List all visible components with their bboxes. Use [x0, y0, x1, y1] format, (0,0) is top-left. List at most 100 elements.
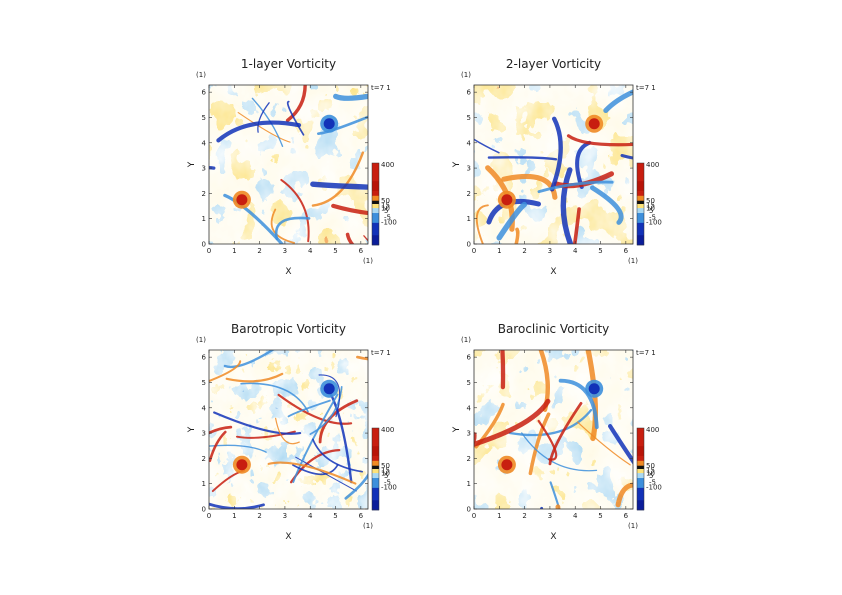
vorticity-filament	[275, 417, 300, 445]
vorticity-filament	[209, 360, 242, 383]
y-tick-label: 2	[202, 190, 206, 198]
vorticity-filament	[496, 201, 528, 241]
colorbar-band	[372, 181, 379, 192]
colorbar-band	[372, 460, 379, 467]
x-tick-label: 4	[573, 512, 578, 520]
vorticity-filament	[292, 393, 339, 483]
vorticity-filament	[223, 350, 275, 369]
colorbar-tick-label: -5	[384, 214, 391, 222]
vorticity-filament	[575, 140, 592, 189]
vorticity-filament	[333, 93, 368, 101]
colorbar-tick-label: 400	[381, 161, 394, 169]
panel-title: Baroclinic Vorticity	[498, 322, 610, 336]
y-tick-label: 1	[202, 215, 206, 223]
colorbar-band	[372, 473, 379, 479]
x-tick-label: 0	[472, 512, 476, 520]
vorticity-panel-4: 0 1 2 3 4 5 6 0 1 2 3 4 5 6 Baroclinic Vorticity X Y (1) (…	[452, 322, 662, 542]
y-tick-label: 4	[202, 404, 207, 412]
colorbar-band	[637, 163, 644, 182]
colorbar-band	[637, 190, 644, 197]
vorticity-texture	[209, 85, 368, 244]
vorticity-filament	[620, 154, 633, 160]
colorbar-band	[372, 500, 379, 511]
vorticity-panel-2: 0 1 2 3 4 5 6 0 1 2 3 4 5 6 2-layer Vorticity X Y (1) (1) t…	[452, 57, 662, 277]
positive-vortex-core	[501, 194, 513, 206]
colorbar-tick-label: 10	[381, 470, 390, 478]
y-tick-label: 0	[202, 241, 206, 249]
y-axis-label: Y	[452, 161, 462, 168]
x-tick-label: 3	[548, 247, 552, 255]
x-tick-label: 5	[333, 512, 337, 520]
colorbar-tick-label: 15	[646, 466, 655, 474]
vorticity-filament	[292, 464, 339, 476]
x-tick-label: 5	[333, 247, 337, 255]
colorbar-band	[372, 465, 379, 470]
colorbar-tick-label: 50	[646, 197, 655, 205]
x-tick-label: 4	[308, 247, 313, 255]
vorticity-filament	[549, 116, 563, 192]
positive-vortex-core	[588, 118, 600, 130]
vorticity-filament	[312, 438, 364, 473]
vorticity-filament	[590, 185, 624, 225]
y-tick-label: 3	[202, 430, 206, 438]
colorbar-tick-label: 5	[384, 207, 388, 215]
x-tick-label: 4	[573, 247, 578, 255]
vorticity-filament	[270, 208, 295, 244]
colorbar-tick-label: 5	[649, 472, 653, 480]
colorbar-band	[637, 181, 644, 192]
colorbar-band	[372, 213, 379, 224]
x-tick-label: 5	[598, 247, 602, 255]
vorticity-filament	[537, 180, 614, 194]
x-tick-label: 1	[232, 247, 236, 255]
vorticity-filament	[237, 112, 291, 143]
colorbar-band	[637, 195, 644, 202]
y-tick-label: 0	[467, 506, 471, 514]
colorbar-tick-label: 50	[381, 462, 390, 470]
y-tick-label: 0	[467, 241, 471, 249]
y-axis-label: Y	[452, 426, 462, 433]
vorticity-filament	[209, 430, 227, 463]
colorbar-tick-label: -100	[646, 219, 662, 227]
colorbar-band	[637, 478, 644, 489]
colorbar-tick-label: 15	[381, 466, 390, 474]
colorbar-band	[372, 446, 379, 457]
y-tick-label: 5	[467, 114, 471, 122]
vorticity-panel-1: 0 1 2 3 4 5 6 0 1 2 3 4 5 6 1-layer Vorticity X Y (1) (1) t…	[187, 57, 397, 277]
vorticity-filament	[528, 412, 551, 476]
colorbar-band	[637, 204, 644, 209]
y-tick-label: 3	[467, 165, 471, 173]
colorbar-tick-label: 50	[381, 197, 390, 205]
colorbar-tick-label: -100	[381, 484, 397, 492]
negative-vortex-core	[588, 383, 600, 395]
y-tick-label: 5	[467, 379, 471, 387]
colorbar-tick-label: 15	[381, 201, 390, 209]
y-tick-label: 3	[202, 165, 206, 173]
colorbar-band	[372, 478, 379, 489]
colorbar-band	[637, 469, 644, 474]
negative-vortex-core	[323, 118, 335, 130]
vorticity-texture	[209, 350, 368, 509]
positive-vortex-core	[501, 459, 513, 471]
vorticity-filament	[475, 204, 489, 244]
plot-frame	[473, 349, 634, 510]
panel-title: 2-layer Vorticity	[506, 57, 601, 71]
colorbar-band	[372, 190, 379, 197]
negative-vortex-core	[323, 383, 335, 395]
x-tick-label: 1	[497, 247, 501, 255]
vorticity-filament	[209, 502, 265, 509]
y-tick-label: 3	[467, 430, 471, 438]
vorticity-texture	[474, 350, 633, 509]
vorticity-filament	[316, 115, 368, 136]
colorbar-band	[372, 455, 379, 462]
y-tick-label: 2	[202, 455, 206, 463]
y-axis-unit: (1)	[196, 71, 206, 79]
vorticity-filament	[521, 432, 598, 472]
colorbar-tick-label: -5	[384, 479, 391, 487]
colorbar-band	[637, 487, 644, 501]
vorticity-filament	[344, 472, 368, 500]
vorticity-filament	[277, 393, 353, 425]
vorticity-filament	[309, 385, 343, 435]
panel-title: 1-layer Vorticity	[241, 57, 336, 71]
colorbar-band	[372, 208, 379, 214]
